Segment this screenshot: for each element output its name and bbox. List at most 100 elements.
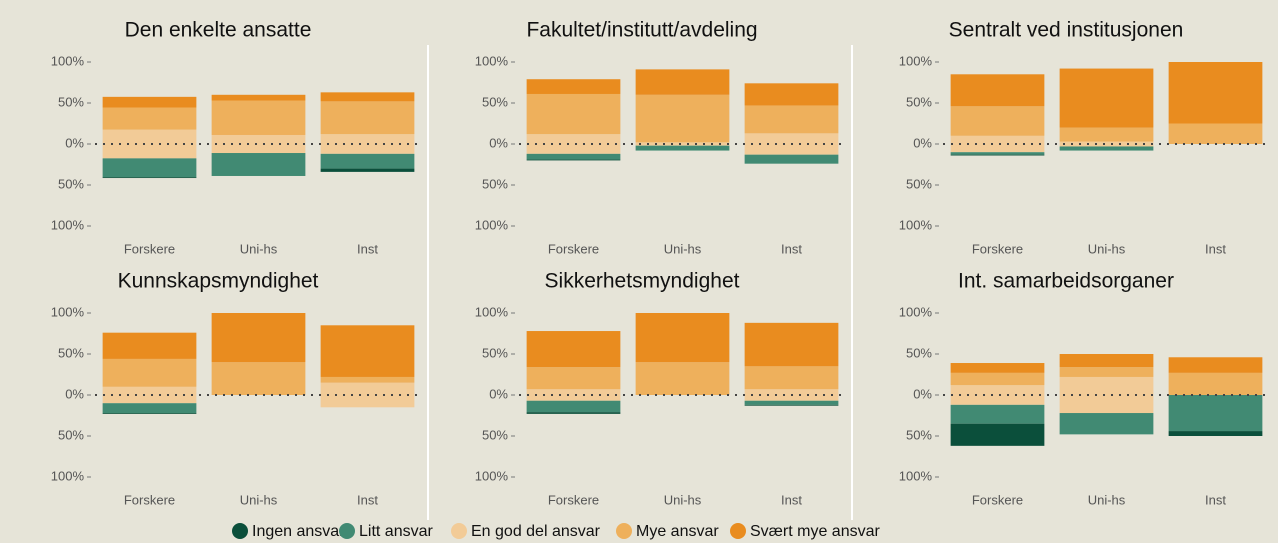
y-tick-label: 50% [906, 94, 932, 109]
bar-segment [1168, 357, 1263, 373]
bar-segment [211, 313, 306, 363]
y-tick-label: 50% [906, 176, 932, 191]
bar-segment [320, 168, 415, 172]
y-tick-label: 50% [58, 427, 84, 442]
bar-segment [1168, 62, 1263, 124]
bar-segment [744, 154, 839, 164]
bar-segment [526, 412, 621, 414]
y-tick-label: 50% [58, 94, 84, 109]
bar-segment [320, 153, 415, 169]
y-tick-label: 50% [906, 427, 932, 442]
bar-segment [102, 158, 197, 178]
y-tick-label: 50% [58, 176, 84, 191]
bar-segment [1168, 372, 1263, 395]
x-tick-label: Forskere [972, 492, 1023, 507]
chart-title: Den enkelte ansatte [125, 19, 312, 42]
bar-segment [526, 389, 621, 401]
y-tick-label: 100% [475, 304, 509, 319]
x-tick-label: Uni-hs [1088, 492, 1126, 507]
bar-segment [635, 145, 730, 151]
y-tick-label: 0% [913, 135, 932, 150]
x-tick-label: Inst [1205, 492, 1226, 507]
bar-segment [744, 105, 839, 134]
bar-segment [744, 322, 839, 367]
legend-label: Svært mye ansvar [750, 523, 880, 540]
bar-segment [102, 413, 197, 414]
bar-segment [102, 107, 197, 130]
x-tick-label: Inst [357, 492, 378, 507]
y-tick-label: 50% [482, 176, 508, 191]
bar-segment [744, 400, 839, 405]
chart-title: Sentralt ved institusjonen [949, 19, 1184, 42]
bar-segment [950, 135, 1045, 153]
bar-segment [526, 367, 621, 390]
bar-segment [102, 177, 197, 179]
bar-segment [635, 362, 730, 395]
bar-segment [1059, 127, 1154, 142]
y-tick-label: 100% [475, 217, 509, 232]
y-tick-label: 50% [482, 94, 508, 109]
bar-segment [320, 92, 415, 102]
bar-segment [950, 74, 1045, 107]
x-tick-label: Inst [1205, 241, 1226, 256]
bar-segment [744, 366, 839, 390]
bar-segment [526, 153, 621, 160]
y-tick-label: 100% [51, 468, 85, 483]
y-tick-label: 50% [482, 345, 508, 360]
legend-swatch [616, 523, 632, 539]
y-tick-label: 0% [489, 386, 508, 401]
bar-segment [102, 332, 197, 359]
y-tick-label: 100% [899, 468, 933, 483]
bar-segment [526, 400, 621, 413]
bar-segment [950, 385, 1045, 405]
y-tick-label: 100% [475, 53, 509, 68]
y-tick-label: 0% [489, 135, 508, 150]
bar-segment [211, 100, 306, 135]
bar-segment [211, 134, 306, 154]
bar-segment [1059, 413, 1154, 435]
legend-swatch [232, 523, 248, 539]
bar-segment [320, 325, 415, 377]
bar-segment [950, 404, 1045, 424]
bar-segment [635, 94, 730, 143]
bar-segment [950, 106, 1045, 136]
bar-segment [102, 358, 197, 387]
x-tick-label: Uni-hs [240, 241, 278, 256]
bar-segment [1168, 431, 1263, 436]
bar-segment [320, 101, 415, 135]
legend-label: Mye ansvar [636, 523, 719, 540]
y-tick-label: 0% [65, 135, 84, 150]
bar-segment [102, 96, 197, 108]
chart-title: Sikkerhetsmyndighet [545, 270, 740, 293]
y-tick-label: 100% [899, 304, 933, 319]
bar-segment [102, 386, 197, 404]
y-tick-label: 50% [482, 427, 508, 442]
bar-segment [1059, 376, 1154, 414]
bar-segment [102, 403, 197, 414]
x-tick-label: Forskere [972, 241, 1023, 256]
y-tick-label: 100% [899, 217, 933, 232]
x-tick-label: Uni-hs [664, 492, 702, 507]
y-tick-label: 0% [65, 386, 84, 401]
y-tick-label: 100% [51, 217, 85, 232]
bar-segment [102, 129, 197, 159]
bar-segment [744, 83, 839, 106]
x-tick-label: Uni-hs [240, 492, 278, 507]
bar-segment [635, 69, 730, 95]
y-tick-label: 50% [906, 345, 932, 360]
y-tick-label: 100% [899, 53, 933, 68]
bar-segment [1059, 354, 1154, 368]
bar-segment [211, 153, 306, 176]
bar-segment [950, 423, 1045, 446]
legend-label: En god del ansvar [471, 523, 601, 540]
x-tick-label: Uni-hs [664, 241, 702, 256]
x-tick-label: Forskere [124, 241, 175, 256]
bar-segment [1059, 146, 1154, 151]
x-tick-label: Forskere [548, 492, 599, 507]
legend-label: Litt ansvar [359, 523, 433, 540]
bar-segment [211, 94, 306, 101]
legend-swatch [339, 523, 355, 539]
y-tick-label: 100% [51, 53, 85, 68]
bar-segment [526, 159, 621, 161]
